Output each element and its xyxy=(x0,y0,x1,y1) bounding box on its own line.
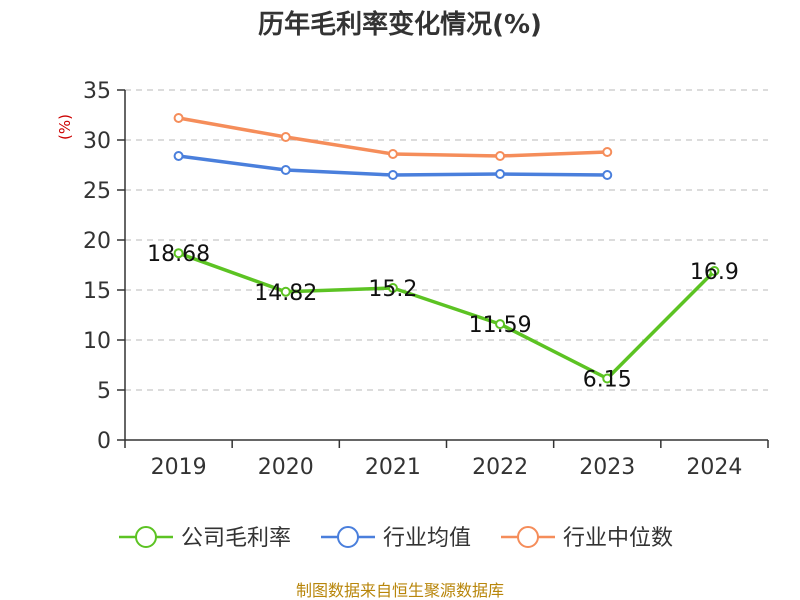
legend-label: 行业中位数 xyxy=(563,526,673,551)
legend-marker-icon xyxy=(337,526,359,548)
data-label: 18.68 xyxy=(147,242,210,267)
legend-item[interactable]: 行业中位数 xyxy=(501,526,673,551)
data-point xyxy=(495,319,506,330)
axes: 0 5 10 15 20 25 30 35 2019 2020 2021 2022 2023 2024 xyxy=(83,79,769,480)
data-label: 14.82 xyxy=(254,281,317,306)
x-tick-label: 2024 xyxy=(686,455,742,480)
series-line xyxy=(177,251,716,381)
data-label: 11.59 xyxy=(469,313,532,338)
data-point xyxy=(495,151,506,161)
data-label: 6.15 xyxy=(583,368,632,393)
data-point xyxy=(602,147,613,157)
data-point xyxy=(387,149,398,159)
data-point xyxy=(387,283,398,293)
data-point xyxy=(602,373,613,384)
series-lines xyxy=(173,113,720,384)
y-tick-label: 0 xyxy=(97,429,111,454)
data-labels: 18.68 14.82 15.2 11.59 6.15 16.9 xyxy=(147,242,739,392)
gridlines xyxy=(125,89,768,391)
x-tick-label: 2023 xyxy=(579,455,635,480)
data-point xyxy=(173,248,184,259)
data-point xyxy=(280,165,291,175)
data-point xyxy=(280,132,291,142)
data-point xyxy=(387,170,398,180)
legend-item[interactable]: 公司毛利率 xyxy=(119,526,291,551)
legend-marker-icon xyxy=(135,526,157,548)
data-point xyxy=(709,266,720,276)
x-tick-label: 2022 xyxy=(472,455,528,480)
data-point xyxy=(495,169,506,179)
y-axis-unit: (%) xyxy=(56,114,74,140)
legend-item[interactable]: 行业均值 xyxy=(321,526,471,551)
y-tick-label: 30 xyxy=(83,129,111,154)
x-tick-label: 2019 xyxy=(151,455,207,480)
legend[interactable]: 公司毛利率 行业均值 行业中位数 xyxy=(119,526,673,551)
x-tick-label: 2021 xyxy=(365,455,421,480)
chart-title: 历年毛利率变化情况(%) xyxy=(258,9,542,40)
y-tick-label: 15 xyxy=(83,279,111,304)
legend-label: 公司毛利率 xyxy=(181,526,291,551)
data-point xyxy=(173,113,184,123)
x-tick-label: 2020 xyxy=(258,455,314,480)
source-note: 制图数据来自恒生聚源数据库 xyxy=(296,581,504,600)
y-tick-label: 25 xyxy=(83,179,111,204)
y-tick-label: 10 xyxy=(83,329,111,354)
legend-label: 行业均值 xyxy=(383,526,471,551)
data-label: 15.2 xyxy=(368,277,417,302)
data-point xyxy=(602,170,613,180)
legend-marker-icon xyxy=(517,526,539,548)
y-tick-label: 5 xyxy=(97,379,111,404)
data-point xyxy=(280,286,291,297)
data-point xyxy=(173,151,184,161)
data-label: 16.9 xyxy=(690,260,739,285)
y-tick-label: 20 xyxy=(83,229,111,254)
y-tick-label: 35 xyxy=(83,79,111,104)
